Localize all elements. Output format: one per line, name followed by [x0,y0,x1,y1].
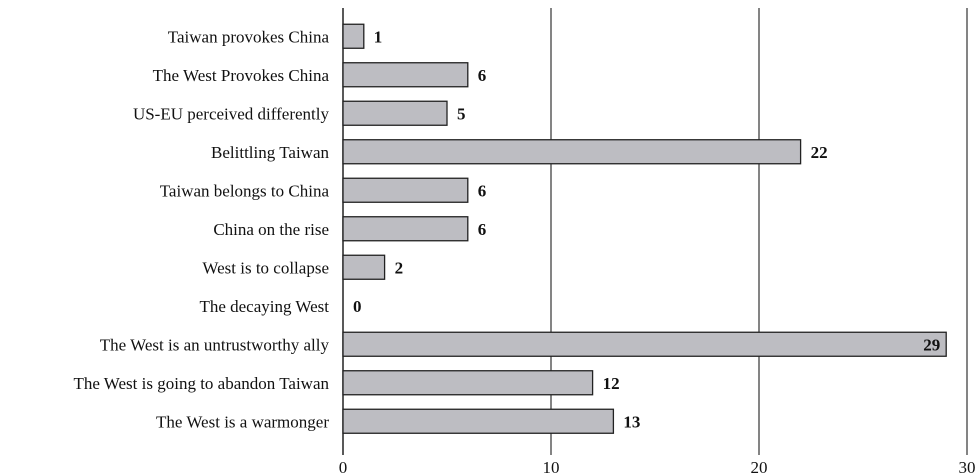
value-label: 12 [603,374,620,393]
x-tick-label: 0 [339,458,348,476]
category-label: China on the rise [213,220,329,239]
value-label: 1 [374,27,383,46]
value-label: 0 [353,297,362,316]
bar [342,408,615,434]
bar [342,100,448,126]
bar [342,139,802,165]
value-label: 22 [811,143,828,162]
value-label: 6 [478,181,487,200]
category-label: West is to collapse [202,258,329,277]
category-label: The West is going to abandon Taiwan [73,374,329,393]
x-tick-label: 10 [543,458,560,476]
category-label: The West is a warmonger [156,412,329,431]
bar [342,254,386,280]
value-label: 6 [478,66,487,85]
value-label: 2 [395,258,404,277]
category-label: The West is an untrustworthy ally [100,335,330,354]
bar [342,62,469,88]
bar [342,216,469,242]
category-label: Taiwan provokes China [168,27,330,46]
x-axis-ticks: 0 10 20 30 [339,458,976,476]
bar [342,177,469,203]
x-tick-label: 30 [959,458,976,476]
category-label: US-EU perceived differently [133,104,330,123]
category-labels: Taiwan provokes China The West Provokes C… [73,27,329,431]
value-label: 29 [923,335,940,354]
value-label: 5 [457,104,466,123]
category-label: The decaying West [199,297,329,316]
bar [342,331,947,357]
bar [342,23,365,49]
x-tick-label: 20 [751,458,768,476]
bar [342,370,594,396]
value-label: 13 [623,412,640,431]
category-label: The West Provokes China [153,66,330,85]
category-label: Taiwan belongs to China [160,181,330,200]
bars [342,23,947,434]
category-label: Belittling Taiwan [211,143,329,162]
value-label: 6 [478,220,487,239]
